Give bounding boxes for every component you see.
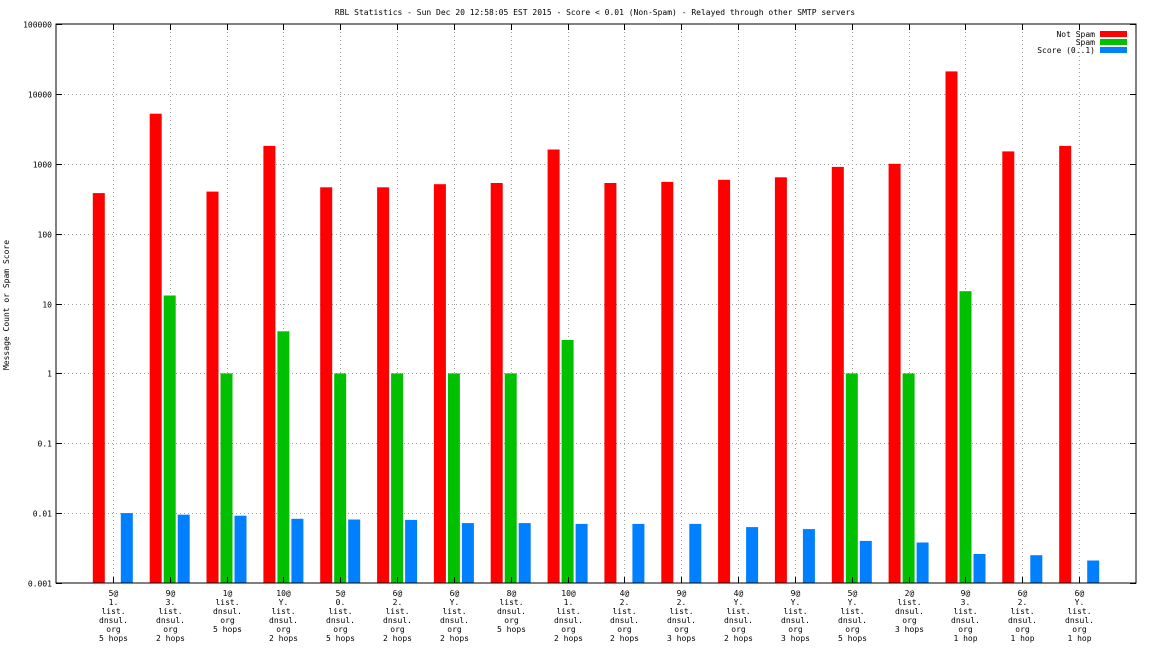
bar-spam [504, 373, 517, 583]
bar-score-0-1 [689, 523, 702, 583]
x-tick-label: 4@ Y. list. dnsul. org 2 hops [724, 589, 753, 643]
bar-not-spam [1059, 145, 1072, 583]
bar-score-0-1 [461, 523, 474, 583]
x-tick-label: 6@ Y. list. dnsul. org 1 hop [1065, 589, 1094, 643]
y-tick-label: 100 [38, 231, 53, 240]
legend-label: Spam [1076, 38, 1095, 47]
bar-not-spam [888, 163, 901, 584]
bar-score-0-1 [291, 518, 304, 583]
bar-spam [902, 373, 915, 583]
y-tick-label: 100000 [23, 21, 52, 30]
bar-score-0-1 [859, 540, 872, 583]
x-tick-label: 10@ 1. list. dnsul. org 2 hops [554, 589, 583, 643]
bar-spam [561, 340, 574, 583]
bar-spam [845, 373, 858, 583]
x-tick-label: 6@ Y. list. dnsul. org 2 hops [440, 589, 469, 643]
bar-score-0-1 [518, 523, 531, 583]
legend-swatch [1100, 31, 1127, 37]
bar-score-0-1 [177, 514, 190, 583]
y-tick-label: 0.001 [28, 580, 52, 589]
x-tick-label: 9@ 3. list. dnsul. org 2 hops [156, 589, 185, 643]
x-tick-label: 2@ list. dnsul. org 3 hops [895, 589, 924, 634]
bar-not-spam [945, 71, 958, 584]
x-tick-label: 8@ list. dnsul. org 5 hops [497, 589, 526, 634]
y-tick-label: 10 [42, 301, 52, 310]
y-tick-label: 1000 [33, 161, 52, 170]
bar-spam [163, 295, 176, 583]
bars [92, 71, 1100, 584]
bar-score-0-1 [348, 519, 361, 583]
bar-score-0-1 [1030, 555, 1043, 583]
bar-not-spam [718, 179, 731, 584]
bar-score-0-1 [234, 515, 247, 583]
bar-spam [277, 331, 290, 583]
bar-not-spam [547, 149, 560, 583]
bar-not-spam [604, 183, 617, 583]
x-tick-label: 9@ 3. list. dnsul. org 1 hop [951, 589, 980, 643]
bar-not-spam [1002, 151, 1015, 583]
bar-spam [447, 373, 460, 583]
axis-ticks [56, 24, 1136, 584]
bar-score-0-1 [746, 527, 759, 583]
bar-not-spam [490, 183, 503, 583]
bar-score-0-1 [405, 519, 418, 583]
bar-score-0-1 [916, 542, 929, 583]
y-tick-label: 0.1 [38, 440, 53, 449]
legend-label: Not Spam [1056, 30, 1095, 39]
x-tick-label: 9@ 2. list. dnsul. org 3 hops [667, 589, 696, 643]
x-tick-label: 5@ Y. list. dnsul. org 5 hops [838, 589, 867, 643]
x-tick-label: 5@ 0. list. dnsul. org 5 hops [326, 589, 355, 643]
bar-not-spam [774, 177, 787, 584]
bar-score-0-1 [802, 529, 815, 583]
bar-not-spam [149, 113, 162, 583]
bar-not-spam [661, 181, 674, 583]
x-tick-label: 9@ Y. list. dnsul. org 3 hops [781, 589, 810, 643]
bar-score-0-1 [1087, 560, 1100, 583]
y-axis-label: Message Count or Spam Score [2, 240, 11, 370]
bar-spam [959, 291, 972, 583]
bar-not-spam [206, 191, 219, 583]
bar-not-spam [320, 187, 333, 584]
bar-spam [334, 373, 347, 583]
x-tick-label: 5@ 1. list. dnsul. org 5 hops [99, 589, 128, 643]
legend-label: Score (0..1) [1037, 46, 1095, 55]
legend-swatch [1100, 47, 1127, 53]
x-tick-label: 1@ list. dnsul. org 5 hops [213, 589, 242, 634]
legend-swatch [1100, 39, 1127, 45]
x-tick-label: 4@ 2. list. dnsul. org 2 hops [610, 589, 639, 643]
axis-labels: 0.001 0.01 0.1 1 10 100 1000 10000 100000 5@ 1. lis… [23, 21, 1094, 644]
bar-score-0-1 [575, 523, 588, 583]
bar-not-spam [831, 166, 844, 583]
bar-spam [391, 373, 404, 583]
grid-lines [56, 24, 1136, 583]
x-tick-label: 6@ 2. list. dnsul. org 1 hop [1008, 589, 1037, 643]
y-tick-label: 1 [47, 370, 52, 379]
y-tick-label: 0.01 [33, 510, 52, 519]
chart-title: RBL Statistics - Sun Dec 20 12:58:05 EST… [335, 8, 855, 17]
x-tick-label: 10@ Y. list. dnsul. org 2 hops [269, 589, 298, 643]
bar-not-spam [377, 187, 390, 584]
y-tick-label: 10000 [28, 91, 52, 100]
bar-not-spam [433, 184, 446, 583]
bar-score-0-1 [973, 554, 986, 583]
bar-spam [220, 373, 233, 583]
bar-not-spam [92, 193, 105, 583]
bar-score-0-1 [632, 523, 645, 583]
x-tick-label: 6@ 2. list. dnsul. org 2 hops [383, 589, 412, 643]
plot-frame [55, 23, 1137, 584]
bar-score-0-1 [120, 513, 133, 583]
bar-not-spam [263, 145, 276, 583]
